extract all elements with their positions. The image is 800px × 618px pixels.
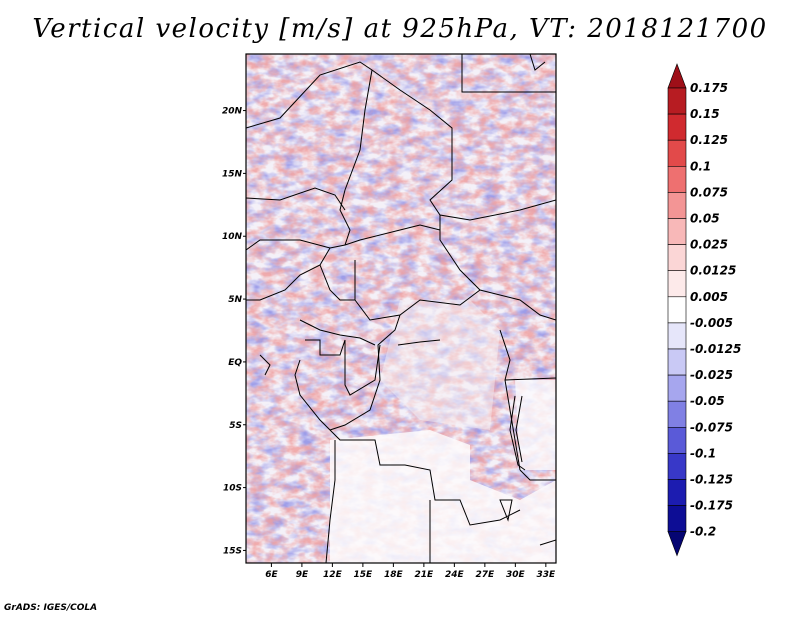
colorbar-segment bbox=[667, 192, 687, 219]
colorbar-segment bbox=[667, 218, 687, 245]
lon-label: 33E bbox=[536, 570, 556, 580]
lon-label: 27E bbox=[476, 570, 496, 580]
lon-label: 21E bbox=[415, 570, 435, 580]
colorbar-label: 0.1 bbox=[690, 159, 711, 173]
colorbar-label: -0.125 bbox=[690, 473, 733, 487]
colorbar-segment bbox=[667, 453, 687, 480]
colorbar-top-arrow bbox=[667, 63, 687, 89]
colorbar-label: 0.005 bbox=[690, 290, 728, 304]
colorbar-segment bbox=[667, 296, 687, 324]
lat-label: EQ bbox=[228, 358, 242, 368]
colorbar-label: 0.0125 bbox=[690, 264, 736, 278]
lat-label: 20N bbox=[222, 107, 243, 117]
colorbar-label: -0.1 bbox=[690, 446, 716, 460]
colorbar-segment bbox=[667, 244, 687, 272]
colorbar-label: -0.175 bbox=[690, 499, 733, 513]
colorbar-labels: 0.175 0.15 0.125 0.1 0.075 0.05 0.025 0.… bbox=[690, 81, 741, 539]
grads-credit: GrADS: IGES/COLA bbox=[4, 603, 98, 613]
colorbar-segment bbox=[667, 400, 687, 428]
colorbar-segment bbox=[667, 505, 687, 533]
colorbar-segment bbox=[667, 479, 687, 506]
colorbar-label: 0.125 bbox=[690, 133, 728, 147]
longitude-labels: 6E 9E 12E 15E 18E 21E 24E 27E 30E 33E bbox=[265, 570, 556, 580]
axis-ticks bbox=[243, 110, 547, 567]
colorbar-segment bbox=[667, 166, 687, 193]
colorbar-bottom-arrow bbox=[667, 531, 687, 557]
lat-label: 15S bbox=[223, 546, 242, 556]
latitude-labels: 20N 15N 10N 5N EQ 5S 10S 15S bbox=[222, 107, 243, 557]
colorbar-label: -0.005 bbox=[690, 316, 733, 330]
colorbar-label: -0.025 bbox=[690, 368, 733, 382]
lon-label: 30E bbox=[506, 570, 526, 580]
lon-label: 18E bbox=[384, 570, 404, 580]
map-title: Vertical velocity [m/s] at 925hPa, VT: 2… bbox=[32, 14, 768, 44]
map-frame bbox=[245, 53, 557, 564]
lat-label: 10N bbox=[222, 232, 243, 242]
colorbar-segment bbox=[667, 374, 687, 402]
colorbar-segment bbox=[667, 426, 687, 454]
lat-label: 15N bbox=[222, 169, 243, 179]
lon-label: 9E bbox=[296, 570, 309, 580]
colorbar-segment bbox=[667, 139, 687, 167]
lat-label: 5N bbox=[228, 295, 242, 305]
colorbar-label: 0.05 bbox=[690, 212, 720, 226]
lon-label: 24E bbox=[445, 570, 465, 580]
colorbar-label: -0.075 bbox=[690, 420, 733, 434]
colorbar-label: -0.2 bbox=[690, 525, 716, 539]
colorbar-label: 0.175 bbox=[690, 81, 728, 95]
colorbar bbox=[667, 63, 687, 557]
lon-label: 12E bbox=[323, 570, 343, 580]
colorbar-label: 0.15 bbox=[690, 107, 720, 121]
colorbar-label: 0.075 bbox=[690, 185, 728, 199]
country-borders bbox=[246, 54, 556, 563]
colorbar-segment bbox=[667, 348, 687, 376]
lat-label: 5S bbox=[229, 421, 242, 431]
lat-label: 10S bbox=[223, 484, 242, 494]
lon-label: 6E bbox=[265, 570, 278, 580]
colorbar-segment bbox=[667, 87, 687, 115]
velocity-field bbox=[246, 54, 556, 563]
lon-label: 15E bbox=[354, 570, 374, 580]
colorbar-label: -0.05 bbox=[690, 394, 725, 408]
colorbar-segment bbox=[667, 270, 687, 298]
colorbar-segment bbox=[667, 322, 687, 350]
colorbar-segment bbox=[667, 113, 687, 141]
colorbar-label: -0.0125 bbox=[690, 342, 741, 356]
colorbar-label: 0.025 bbox=[690, 238, 728, 252]
